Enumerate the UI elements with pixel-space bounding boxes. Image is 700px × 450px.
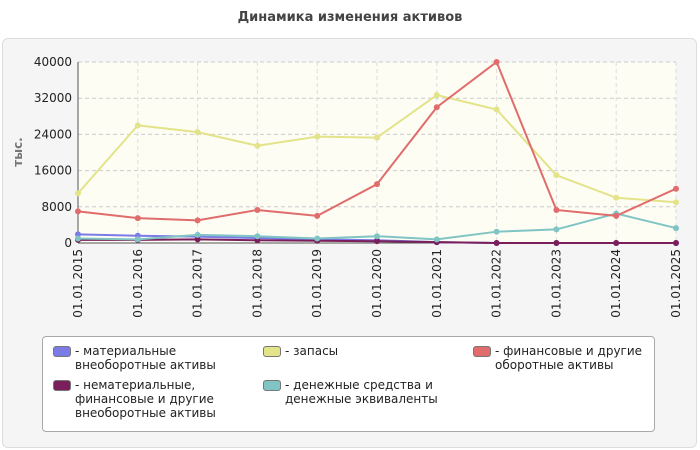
legend-label: - финансовые и другие оборотные активы	[495, 344, 643, 372]
point	[673, 199, 679, 206]
legend-label: - запасы	[285, 344, 339, 358]
point	[553, 226, 560, 233]
legend-label: - денежные средства и денежные эквивален…	[285, 378, 438, 406]
point	[194, 236, 201, 243]
point	[75, 208, 81, 215]
chart-title: Динамика изменения активов	[238, 10, 463, 25]
x-tick-label: 01.01.2021	[430, 249, 444, 318]
legend: - материальные внеоборотные активы - нема…	[42, 336, 655, 432]
legend-swatch	[53, 346, 71, 357]
x-tick-label: 01.01.2025	[669, 249, 683, 318]
y-axis-label: тыс.	[11, 137, 25, 166]
x-tick-label: 01.01.2015	[71, 249, 85, 318]
point	[314, 212, 321, 219]
x-tick-label: 01.01.2020	[370, 249, 384, 318]
point	[673, 240, 679, 246]
point	[134, 122, 141, 129]
y-tick-label: 24000	[34, 127, 72, 141]
point	[374, 181, 380, 188]
point	[493, 59, 500, 65]
point	[493, 240, 500, 246]
x-tick-label: 01.01.2023	[549, 249, 563, 318]
x-tick-label: 01.01.2016	[131, 249, 145, 318]
x-tick-label: 01.01.2024	[609, 249, 623, 318]
legend-item: - нематериальные, финансовые и другие вн…	[53, 378, 253, 424]
point	[134, 236, 141, 243]
legend-swatch	[53, 380, 71, 391]
point	[75, 235, 81, 242]
legend-item: - финансовые и другие оборотные активы	[473, 344, 663, 376]
legend-swatch	[473, 346, 491, 357]
point	[374, 238, 380, 245]
legend-swatch	[263, 346, 281, 357]
point	[314, 133, 321, 140]
point	[254, 142, 261, 149]
point	[613, 194, 620, 201]
legend-item: - запасы	[263, 344, 463, 376]
y-tick-label: 40000	[34, 55, 72, 69]
x-tick-label: 01.01.2022	[490, 249, 504, 318]
point	[314, 235, 321, 242]
point	[553, 172, 560, 179]
point	[254, 233, 261, 240]
x-tick-label: 01.01.2017	[191, 249, 205, 318]
point	[433, 236, 440, 243]
point	[673, 185, 679, 192]
point	[374, 233, 380, 240]
point	[194, 129, 201, 136]
y-tick-label: 8000	[41, 200, 72, 214]
x-tick-label: 01.01.2018	[250, 249, 264, 318]
legend-label: - материальные внеоборотные активы	[75, 344, 216, 372]
point	[433, 104, 440, 111]
point	[194, 217, 201, 224]
point	[553, 206, 560, 213]
point	[553, 240, 560, 246]
point	[433, 92, 440, 99]
point	[613, 212, 620, 219]
legend-item: - материальные внеоборотные активы	[53, 344, 253, 376]
point	[75, 190, 81, 197]
point	[254, 206, 261, 213]
point	[493, 106, 500, 113]
point	[493, 228, 500, 235]
point	[673, 225, 679, 232]
plot-area	[78, 62, 676, 243]
y-tick-label: 16000	[34, 164, 72, 178]
legend-label: - нематериальные, финансовые и другие вн…	[75, 378, 216, 420]
y-tick-label: 0	[64, 236, 72, 250]
y-tick-label: 32000	[34, 91, 72, 105]
legend-swatch	[263, 380, 281, 391]
point	[374, 134, 380, 141]
point	[134, 215, 141, 222]
point	[194, 231, 201, 238]
legend-item: - денежные средства и денежные эквивален…	[263, 378, 463, 424]
x-tick-label: 01.01.2019	[310, 249, 324, 318]
point	[613, 240, 620, 246]
